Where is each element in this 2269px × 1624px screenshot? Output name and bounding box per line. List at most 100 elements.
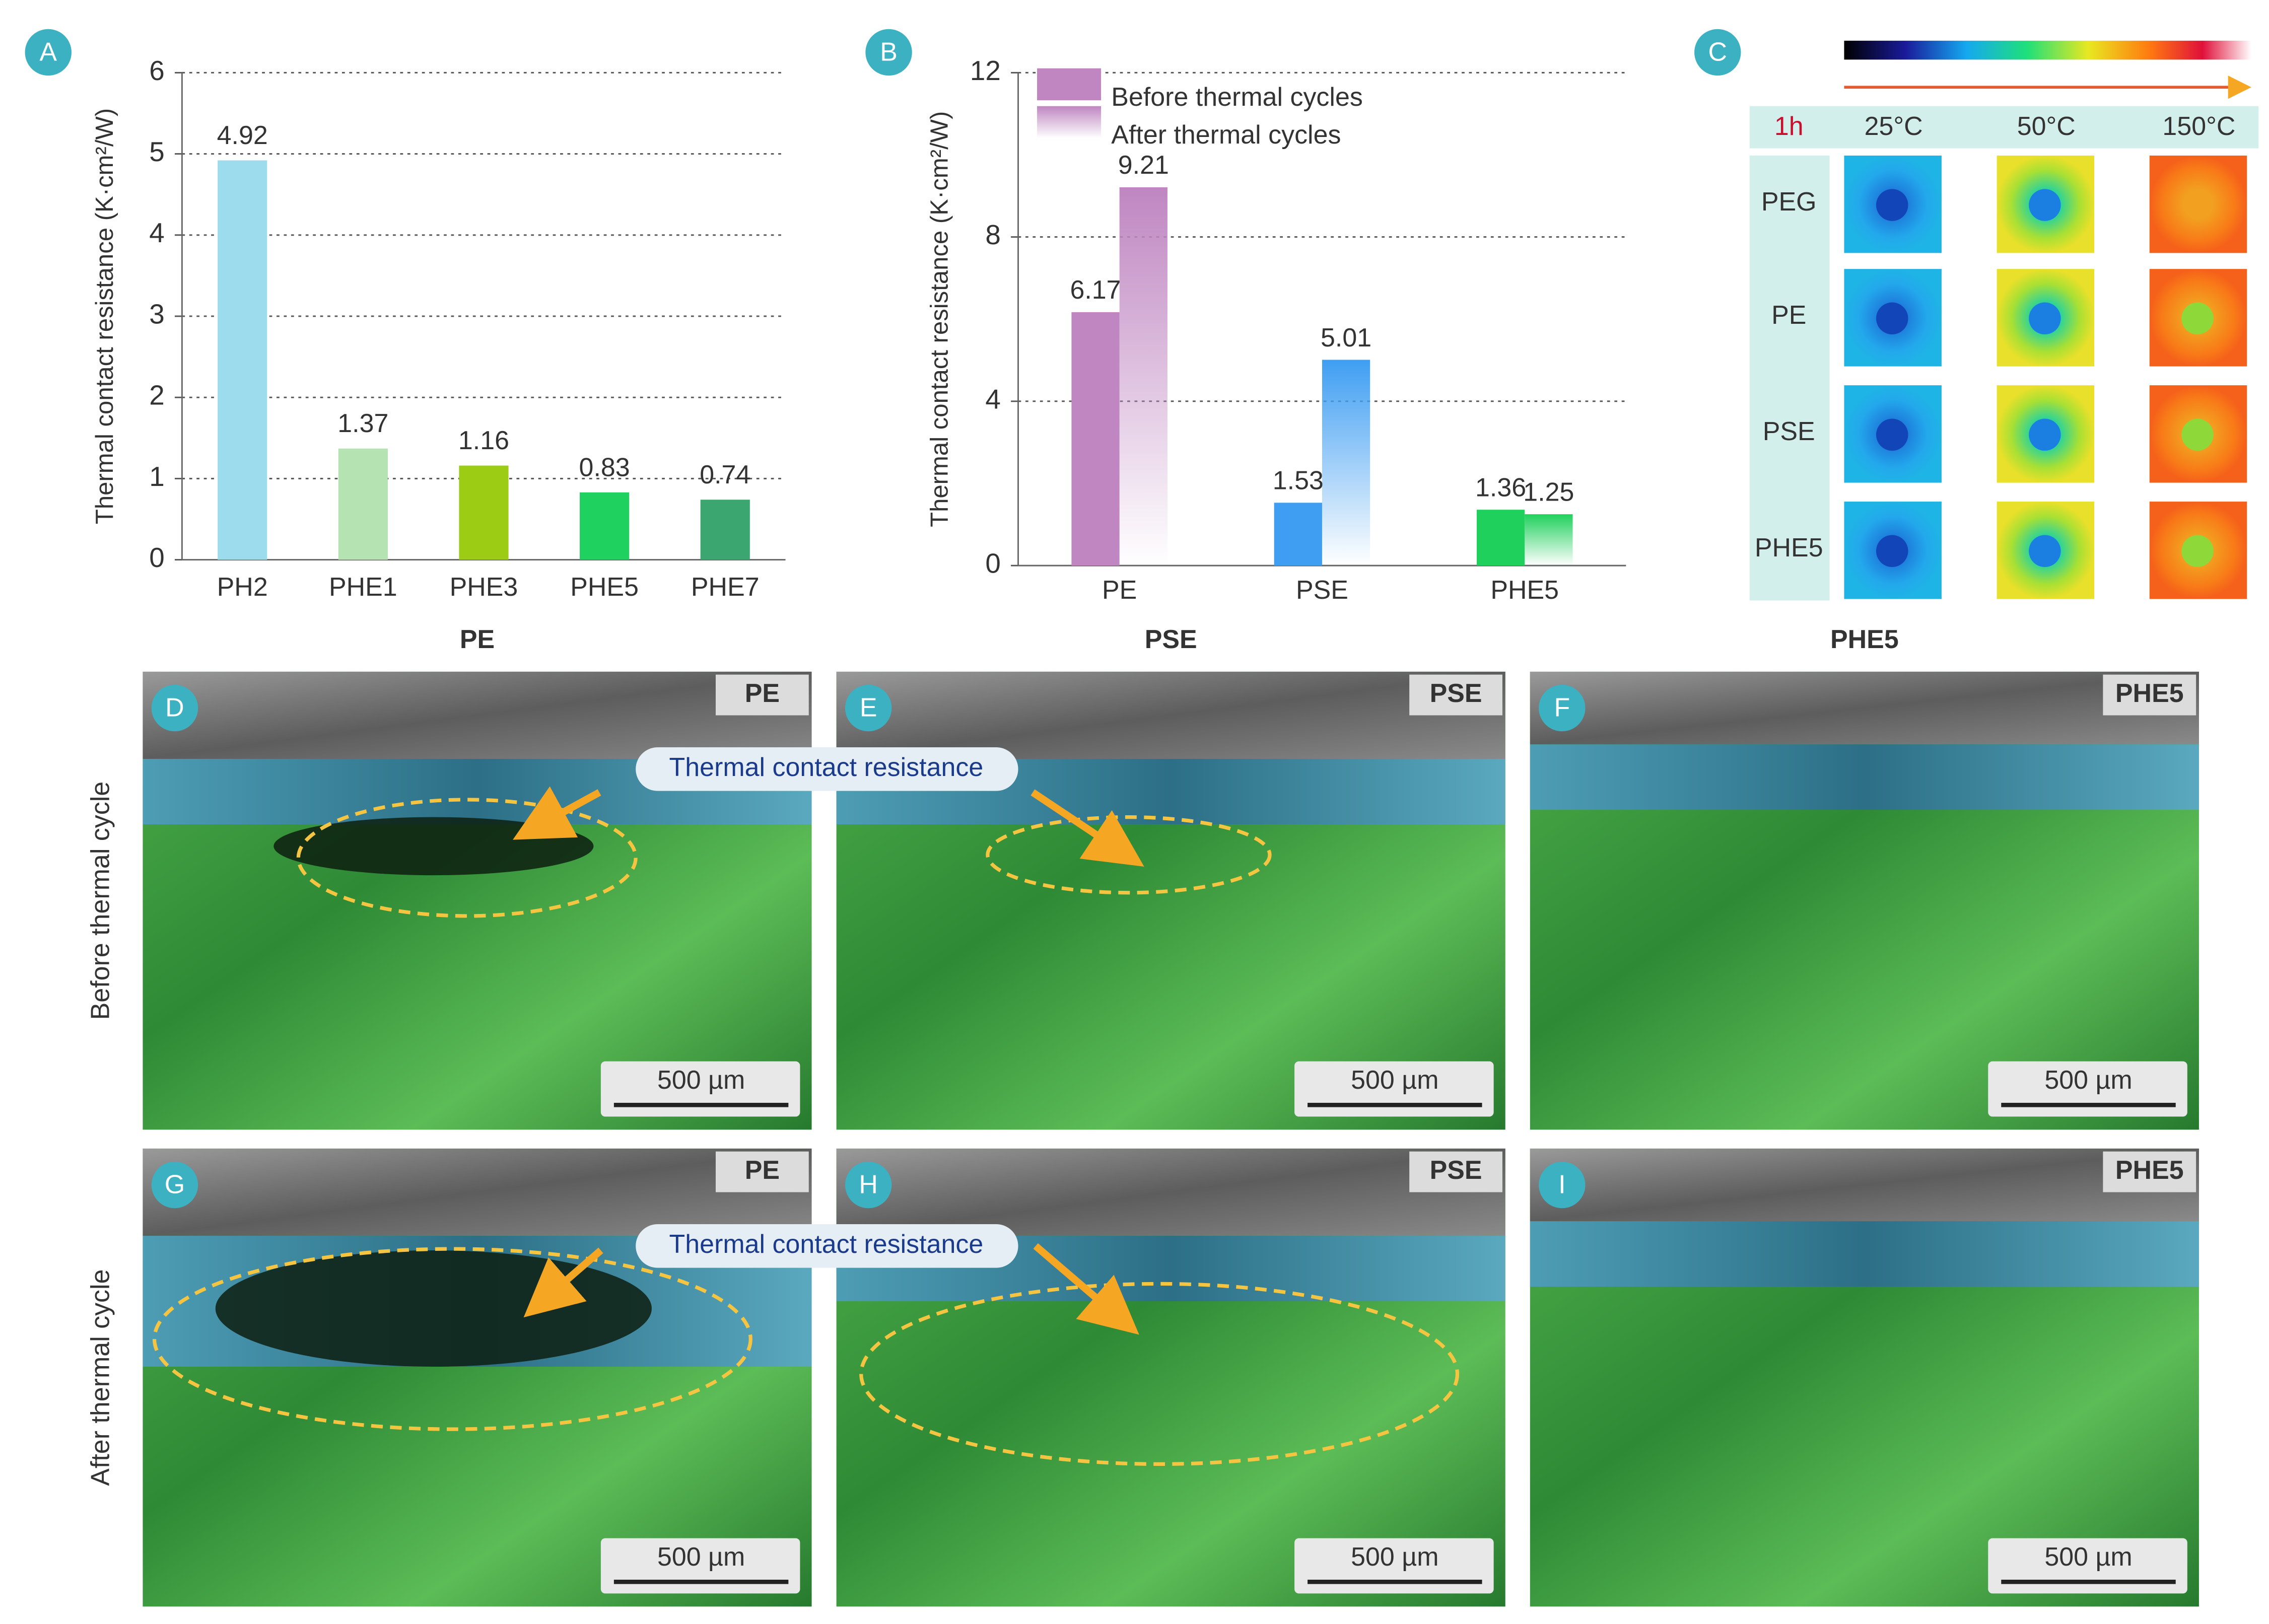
bar [1476,510,1525,566]
y-axis-title: Thermal contact resistance (K·cm²/W) [91,108,118,524]
legend-swatch [1037,68,1102,101]
sample-tag: PHE5 [2115,679,2184,708]
sem-interface-layer [1530,1221,2199,1287]
bar [1274,503,1322,566]
highlight-ellipse [296,798,638,918]
temperature-label: 150°C [2162,112,2235,141]
bar [580,492,630,560]
sample-tag: PE [745,679,780,708]
bar [1525,514,1573,566]
y-tick-label: 6 [149,55,165,86]
panel-label: C [1708,38,1728,67]
scale-bar-label: 500 µm [1351,1066,1438,1095]
panel-label: F [1554,693,1570,723]
value-label: 5.01 [1321,323,1371,352]
highlight-arrow [513,786,601,840]
highlight-arrow [1033,1243,1139,1335]
panel-label: I [1558,1170,1565,1199]
y-tick-label: 3 [149,298,165,329]
y-tick-label: 4 [985,383,1001,414]
scale-bar-label: 500 µm [657,1542,745,1572]
y-tick-label: 0 [149,542,165,573]
scale-bar-label: 500 µm [1351,1542,1438,1572]
annotation-pill [636,747,1018,791]
panel-label: E [860,693,877,723]
scale-bar-label: 500 µm [657,1066,745,1095]
thermal-spot [2029,535,2061,568]
x-tick-label: PHE3 [450,573,518,602]
sample-label: PHE5 [1755,533,1823,562]
column-title: PHE5 [1830,625,1899,654]
value-label: 1.37 [337,409,388,438]
sem-top-layer [1530,671,2199,745]
x-tick-label: PHE5 [570,573,639,602]
thermal-spot [2029,302,2061,335]
thermal-spot [2181,302,2214,335]
sample-tag: PSE [1430,679,1482,708]
bar [1322,360,1370,566]
x-tick-label: PE [1102,576,1137,605]
value-label: 1.53 [1273,466,1324,496]
panel-label: D [165,693,184,723]
thermal-spot [1876,418,1908,451]
sample-label: PSE [1763,417,1815,446]
sample-tag: PHE5 [2115,1156,2184,1185]
panel-badge [1694,29,1741,76]
legend-swatch [1037,106,1102,138]
column-title: PE [460,625,495,654]
highlight-ellipse [152,1247,752,1431]
bar [338,448,388,560]
panel-badge [845,1161,892,1209]
y-tick-label: 1 [149,461,165,492]
legend-label: After thermal cycles [1111,120,1341,150]
panel-badge [865,29,912,76]
annotation-pill [636,1224,1018,1268]
value-label: 0.83 [579,453,630,482]
bar [218,160,267,560]
sample-tag-box [715,1151,809,1192]
panel-badge [151,1161,198,1209]
thermal-image [2149,155,2247,253]
scale-bar-box [600,1061,800,1117]
panel-badge [1539,1161,1586,1209]
header-column [1749,155,1830,601]
panel-badge [1539,684,1586,732]
sem-top-layer [836,1148,1505,1236]
sample-tag: PSE [1430,1156,1482,1185]
x-tick-label: PH2 [217,573,268,602]
scale-bar-label: 500 µm [2044,1542,2132,1572]
thermal-spot [2029,418,2061,451]
highlight-arrow [523,1247,603,1318]
sample-tag-box [2103,1151,2196,1192]
value-label: 1.16 [458,426,509,455]
x-tick-label: PSE [1296,576,1348,605]
bar [1071,312,1120,566]
panel-label: H [859,1170,878,1199]
scale-bar-label: 500 µm [2044,1066,2132,1095]
sample-label: PEG [1761,187,1817,217]
panel-badge [845,684,892,732]
bar [459,465,509,560]
y-tick-label: 0 [985,548,1001,579]
header-row [1749,106,2259,149]
x-tick-label: PHE5 [1490,576,1559,605]
time-label: 1h [1774,112,1804,141]
x-tick-label: PHE1 [329,573,397,602]
sample-tag: PE [745,1156,780,1185]
legend-label: Before thermal cycles [1111,83,1363,112]
sample-tag-box [2103,674,2196,716]
sample-tag-box [1409,674,1502,716]
bar [700,500,750,560]
annotation: Thermal contact resistance [669,753,984,782]
temperature-label: 25°C [1865,112,1923,141]
sem-gap [215,1250,652,1367]
sem-interface-layer [1530,744,2199,810]
thermal-spot [2029,189,2061,221]
sample-tag-box [715,674,809,716]
sample-tag-box [1409,1151,1502,1192]
panel-badge [151,684,198,732]
bar [1119,187,1167,566]
thermal-spot [1876,302,1908,335]
